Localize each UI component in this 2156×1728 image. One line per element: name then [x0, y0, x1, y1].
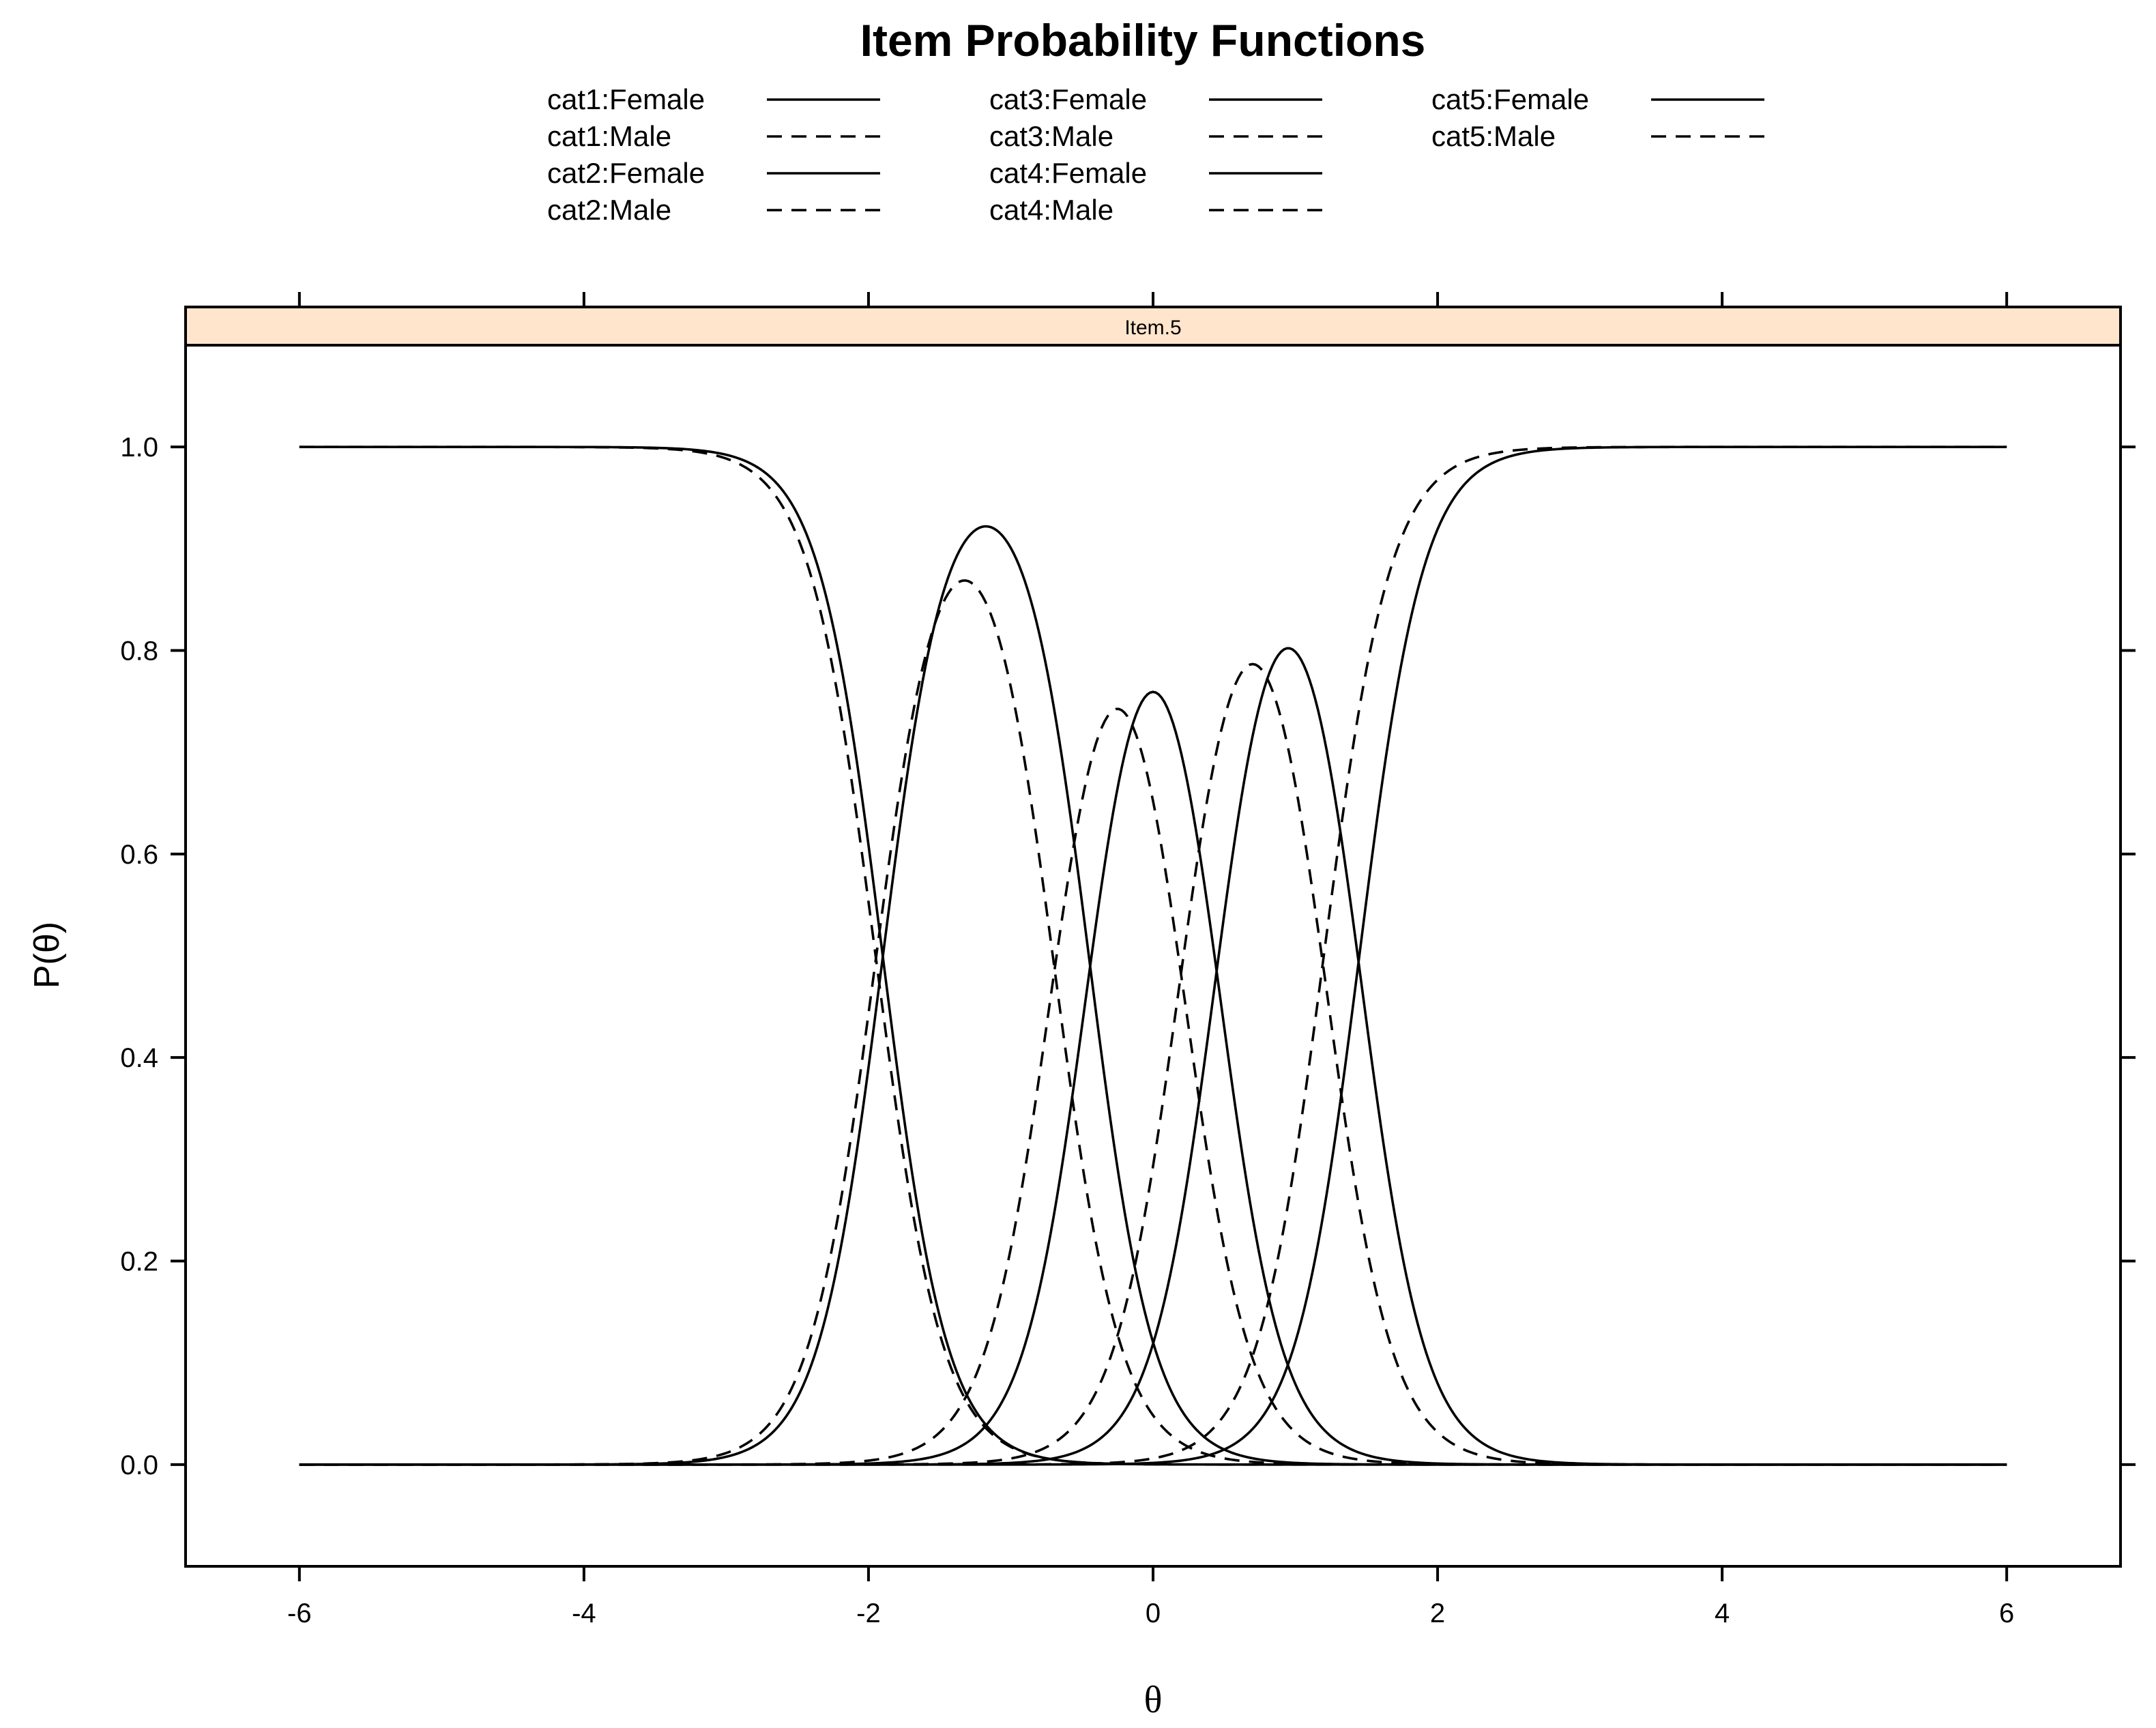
- x-tick-label: 2: [1430, 1598, 1445, 1628]
- series-line-cat3-female: [299, 690, 2007, 1466]
- legend-label: cat2:Male: [547, 194, 671, 226]
- x-tick-label: -4: [572, 1598, 596, 1628]
- legend-label: cat4:Male: [989, 194, 1113, 226]
- y-tick-label: 0.2: [120, 1247, 158, 1277]
- y-axis-label: P(θ): [27, 922, 67, 989]
- curves: [299, 445, 2007, 1466]
- y-tick-label: 0.4: [120, 1043, 158, 1073]
- legend-label: cat3:Female: [989, 83, 1147, 115]
- y-tick-label: 0.6: [120, 840, 158, 870]
- axis-ticks: -6 -4 -2 0 2 4 6 0.0 0.2 0.4 0.6 0.8 1.0: [120, 292, 2136, 1628]
- y-tick-label: 0.0: [120, 1450, 158, 1480]
- series-line-cat5-male: [299, 445, 2007, 1466]
- y-tick-label: 1.0: [120, 433, 158, 463]
- legend-label: cat1:Female: [547, 83, 705, 115]
- legend-label: cat1:Male: [547, 120, 671, 152]
- series-line-cat3-male: [299, 707, 2007, 1466]
- series-line-cat2-male: [299, 579, 2007, 1466]
- strip-background: [184, 306, 2122, 347]
- x-axis-label: θ: [1144, 1679, 1163, 1721]
- legend-label: cat2:Female: [547, 157, 705, 189]
- panel-strip-label: Item.5: [1124, 317, 1181, 339]
- legend-label: cat5:Male: [1431, 120, 1556, 152]
- y-tick-label: 0.8: [120, 636, 158, 667]
- chart-title: Item Probability Functions: [860, 15, 1426, 65]
- legend-label: cat4:Female: [989, 157, 1147, 189]
- series-line-cat1-female: [299, 445, 2007, 1466]
- series-line-cat1-male: [299, 445, 2007, 1466]
- x-tick-label: 6: [1999, 1598, 2014, 1628]
- legend-label: cat3:Male: [989, 120, 1113, 152]
- series-line-cat5-female: [299, 445, 2007, 1466]
- legend-label: cat5:Female: [1431, 83, 1589, 115]
- x-tick-label: -6: [287, 1598, 312, 1628]
- x-tick-label: 4: [1715, 1598, 1730, 1628]
- series-line-cat4-female: [299, 647, 2007, 1466]
- x-tick-label: -2: [856, 1598, 881, 1628]
- series-line-cat2-female: [299, 525, 2007, 1466]
- plot-panel: [184, 344, 2122, 1568]
- legend: cat1:Female cat1:Male cat2:Female cat2:Male…: [547, 83, 1764, 226]
- x-tick-label: 0: [1146, 1598, 1161, 1628]
